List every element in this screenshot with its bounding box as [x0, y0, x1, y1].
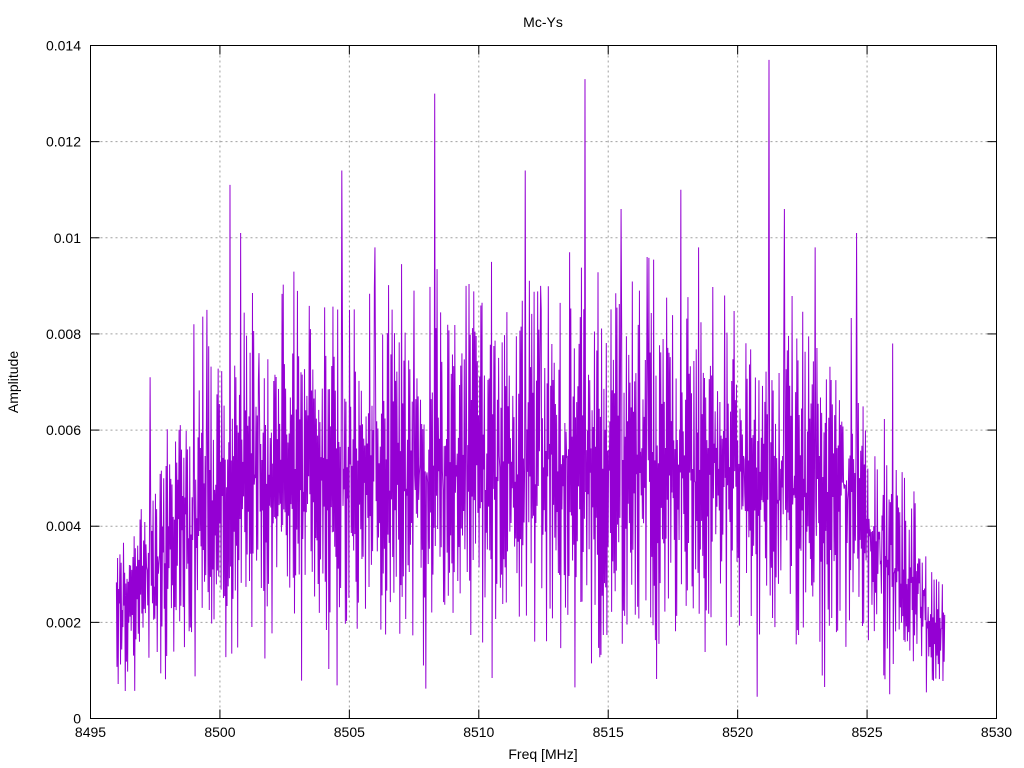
- y-tick-label: 0.008: [46, 326, 81, 342]
- plot-frame: [90, 45, 997, 719]
- y-tick-label: 0.004: [46, 518, 81, 534]
- tick-marks: [90, 45, 997, 719]
- x-tick-label: 8520: [722, 724, 753, 740]
- x-tick-label: 8515: [593, 724, 624, 740]
- x-tick-labels: 8495 8500 8505 8510 8515 8520 8525 8530: [75, 724, 1012, 740]
- x-tick-label: 8530: [981, 724, 1012, 740]
- y-tick-label: 0.002: [46, 614, 81, 630]
- x-tick-label: 8500: [204, 724, 235, 740]
- series-line: [115, 59, 946, 697]
- chart-title: Mc-Ys: [523, 14, 563, 30]
- x-tick-label: 8495: [75, 724, 106, 740]
- y-tick-label: 0.012: [46, 134, 81, 150]
- series-group: [115, 59, 946, 697]
- y-tick-label: 0.01: [54, 230, 81, 246]
- y-tick-label: 0.014: [46, 38, 81, 54]
- x-tick-label: 8505: [334, 724, 365, 740]
- y-tick-label: 0.006: [46, 422, 81, 438]
- x-axis-title: Freq [MHz]: [508, 746, 577, 762]
- y-tick-labels: 0 0.002 0.004 0.006 0.008 0.01 0.012 0.014: [46, 38, 81, 727]
- y-tick-label: 0: [73, 711, 81, 727]
- y-axis-title: Amplitude: [5, 351, 21, 413]
- x-tick-label: 8510: [463, 724, 494, 740]
- x-tick-label: 8525: [851, 724, 882, 740]
